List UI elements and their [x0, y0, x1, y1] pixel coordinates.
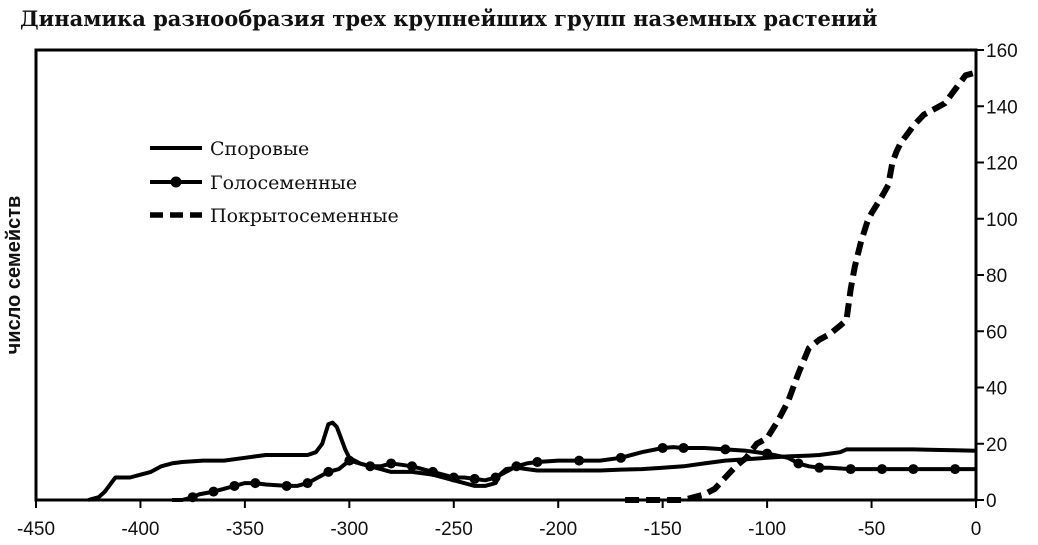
- x-tick-label: -250: [435, 519, 473, 540]
- x-tick-label: 0: [971, 519, 982, 540]
- x-tick-label: -450: [17, 519, 55, 540]
- y-tick-label: 0: [986, 491, 997, 512]
- data-point-golosemennye: [469, 473, 480, 484]
- y-tick-label: 60: [986, 322, 1007, 343]
- y-axis-label: число семейств: [3, 196, 25, 355]
- x-tick-label: -300: [330, 519, 368, 540]
- data-point-golosemennye: [281, 480, 292, 491]
- data-point-golosemennye: [386, 458, 397, 469]
- data-point-golosemennye: [877, 464, 887, 475]
- y-tick-label: 40: [986, 379, 1007, 400]
- data-point-golosemennye: [511, 461, 522, 472]
- legend-marker-golosemennye: [170, 176, 182, 188]
- data-point-golosemennye: [187, 492, 198, 503]
- x-tick-label: -100: [748, 519, 786, 540]
- data-point-golosemennye: [657, 442, 668, 453]
- data-point-golosemennye: [615, 452, 626, 463]
- series-line-pokrytosemennye: [625, 69, 977, 503]
- data-point-golosemennye: [427, 466, 438, 477]
- data-point-golosemennye: [845, 464, 856, 475]
- x-tick-label: -50: [858, 519, 885, 540]
- data-point-golosemennye: [678, 442, 689, 453]
- data-point-golosemennye: [448, 472, 459, 483]
- chart-title: Динамика разнообразия трех крупнейших гр…: [20, 6, 878, 31]
- legend-label-golosemennye: Голосеменные: [210, 172, 357, 194]
- data-point-golosemennye: [532, 457, 543, 468]
- x-tick-label: -150: [644, 519, 682, 540]
- data-point-golosemennye: [229, 480, 240, 491]
- data-point-golosemennye: [762, 448, 773, 459]
- data-point-golosemennye: [720, 444, 731, 455]
- data-point-golosemennye: [950, 464, 961, 475]
- plot-area-frame: [34, 48, 978, 502]
- data-point-golosemennye: [250, 478, 261, 489]
- y-tick-label: 160: [986, 41, 1018, 62]
- data-point-golosemennye: [302, 478, 313, 489]
- data-point-golosemennye: [344, 455, 355, 466]
- data-point-golosemennye: [490, 472, 501, 483]
- legend-label-sporovye: Споровые: [210, 138, 309, 160]
- data-point-golosemennye: [793, 458, 804, 469]
- legend-label-pokrytosemennye: Покрытосеменные: [210, 205, 399, 227]
- y-tick-label: 120: [986, 154, 1018, 175]
- x-tick-label: -400: [121, 519, 159, 540]
- data-point-golosemennye: [574, 455, 585, 466]
- x-tick-label: -350: [226, 519, 264, 540]
- y-tick-label: 20: [986, 435, 1007, 456]
- data-point-golosemennye: [208, 486, 219, 497]
- y-tick-label: 140: [986, 97, 1018, 118]
- y-tick-label: 100: [986, 210, 1018, 231]
- legend: Споровые Голосеменные Покрытосеменные: [150, 138, 399, 227]
- y-tick-label: 80: [986, 266, 1007, 287]
- data-point-golosemennye: [407, 461, 417, 472]
- data-point-golosemennye: [908, 464, 919, 475]
- data-point-golosemennye: [323, 466, 334, 477]
- series-line-sporovye: [87, 420, 977, 502]
- data-point-golosemennye: [814, 462, 825, 473]
- x-tick-label: -200: [539, 519, 577, 540]
- data-point-golosemennye: [365, 461, 376, 472]
